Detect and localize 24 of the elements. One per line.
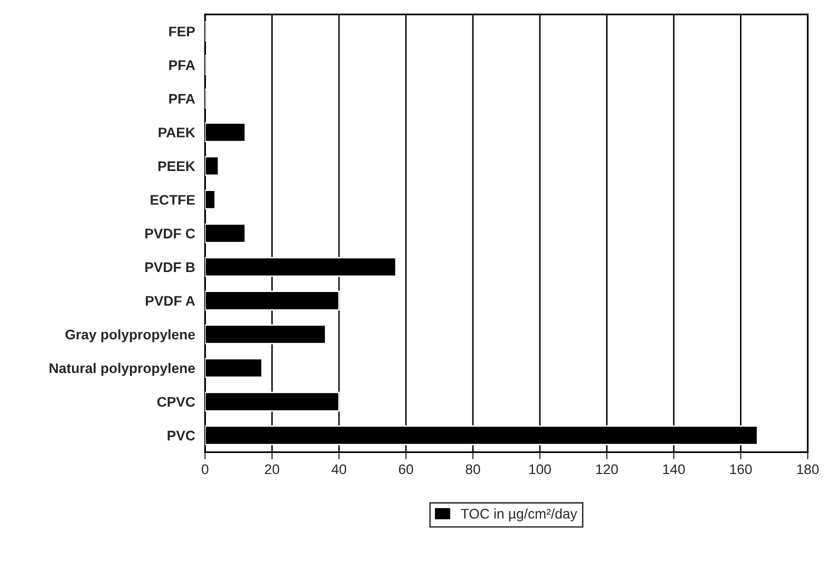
y-tick-label: ECTFE (150, 194, 195, 205)
x-tick-label: 60 (398, 464, 414, 474)
x-tick-label: 140 (663, 464, 685, 474)
y-tick-label: PVC (168, 430, 195, 440)
y-tick-label: PFA (169, 94, 195, 104)
y-tick-label: PVDF C (145, 228, 195, 238)
x-tick-label: 180 (797, 464, 819, 474)
x-tick-label: 160 (730, 464, 752, 474)
legend-label: TOC in µg/cm²/day (460, 508, 578, 522)
x-tick-label: 20 (265, 464, 280, 474)
y-tick-label: Gray polypropylene (65, 329, 195, 342)
y-tick-label: PEEK (158, 161, 196, 171)
y-tick-label: PVDF A (146, 296, 195, 306)
x-tick-label: 100 (529, 464, 551, 474)
x-tick-label: 80 (466, 464, 480, 474)
x-tick-label: 120 (596, 464, 618, 474)
y-tick-label: CPVC (157, 396, 195, 407)
x-tick-label: 40 (332, 464, 346, 474)
y-tick-label: FEP (169, 26, 195, 36)
y-tick-label: PAEK (158, 128, 196, 138)
y-tick-label: PVDF B (145, 262, 195, 272)
x-tick-label: 0 (202, 464, 208, 474)
y-tick-label: PFA (169, 60, 195, 70)
y-tick-label: Natural polypropylene (50, 362, 195, 376)
